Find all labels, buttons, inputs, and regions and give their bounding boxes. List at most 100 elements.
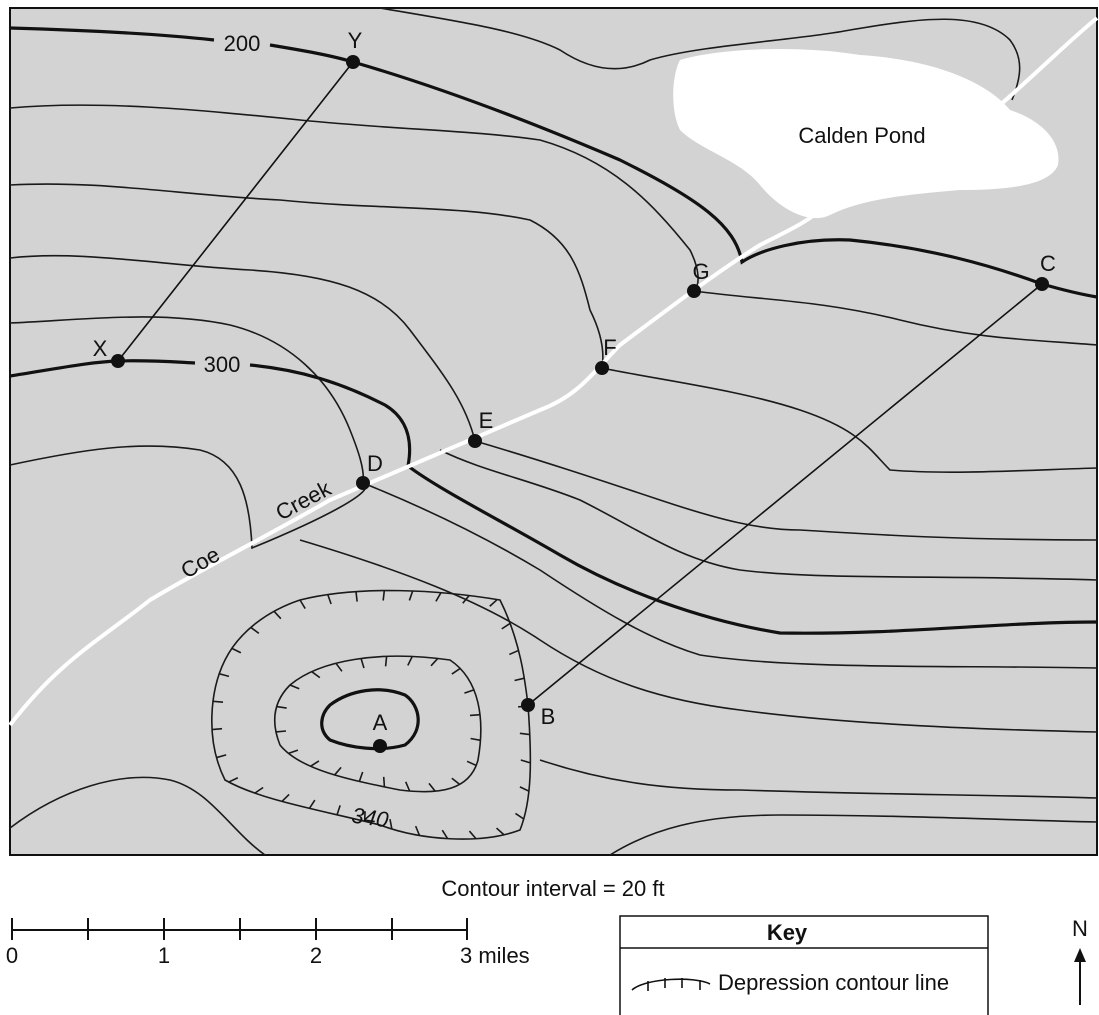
- hachure: [219, 672, 230, 678]
- hachure: [336, 805, 341, 816]
- hachure: [289, 684, 300, 690]
- hachure: [451, 667, 461, 675]
- point-label: B: [541, 704, 556, 729]
- hachure: [469, 713, 481, 717]
- coe-creek: [8, 16, 1099, 727]
- scale-label: 1: [158, 943, 170, 968]
- depression-contour: [211, 589, 532, 840]
- hachure: [212, 700, 224, 703]
- hachure: [281, 793, 290, 802]
- hachure: [327, 594, 332, 605]
- hachure: [501, 622, 511, 630]
- point-label: G: [692, 259, 709, 284]
- hachure: [311, 671, 321, 679]
- point-label: X: [93, 336, 108, 361]
- hachure: [408, 590, 414, 601]
- hachure: [441, 829, 449, 840]
- hachure: [254, 786, 264, 794]
- hachure: [250, 626, 260, 634]
- depression-contours: [211, 589, 532, 840]
- hachure: [435, 592, 442, 602]
- contour: [609, 814, 1098, 856]
- contour: [9, 445, 367, 550]
- point-g: [687, 284, 701, 298]
- hachure: [509, 649, 519, 656]
- point-label: F: [603, 335, 616, 360]
- point-c: [1035, 277, 1049, 291]
- hachure: [466, 760, 477, 767]
- hachure: [451, 777, 461, 785]
- scale-label: 2: [310, 943, 322, 968]
- contour: [601, 367, 1098, 473]
- hachure: [407, 656, 413, 666]
- depression-contour-inner: [320, 688, 420, 751]
- contour: [693, 290, 1098, 346]
- point-label: E: [479, 408, 494, 433]
- point-b: [521, 698, 535, 712]
- calden-pond: [673, 48, 1059, 219]
- contour-200: [9, 26, 1098, 299]
- hachure: [358, 771, 364, 782]
- hachure: [273, 610, 282, 620]
- hachure: [462, 595, 470, 604]
- scale-bar: [11, 918, 468, 940]
- hachure: [514, 677, 525, 682]
- hachure: [363, 811, 366, 822]
- contour: [9, 254, 476, 442]
- contour-label: 200: [224, 31, 261, 56]
- point-d: [356, 476, 370, 490]
- hachure: [404, 781, 411, 792]
- hachure: [430, 657, 439, 667]
- hachure: [299, 599, 306, 609]
- point-label: A: [373, 710, 388, 735]
- key-entry: Depression contour line: [718, 970, 949, 995]
- hachure: [228, 777, 239, 783]
- point-label: C: [1040, 251, 1056, 276]
- key-title: Key: [767, 920, 808, 945]
- contour: [9, 104, 699, 292]
- contour: [474, 440, 1098, 541]
- contour: [539, 759, 1098, 799]
- hachure: [468, 830, 477, 840]
- hachure: [211, 727, 223, 731]
- hachure: [310, 760, 320, 767]
- contour-label: 340: [350, 803, 391, 833]
- hachure: [288, 749, 299, 755]
- hachure: [384, 656, 388, 667]
- point-x: [111, 354, 125, 368]
- hachure: [519, 732, 530, 736]
- hachure: [275, 730, 287, 733]
- contour: [9, 776, 266, 856]
- key-box: [619, 915, 989, 1015]
- profile-line-bc: [527, 283, 1043, 706]
- depression-contour: [274, 655, 482, 793]
- point-a: [373, 739, 387, 753]
- scale-label: 0: [6, 943, 18, 968]
- hachure: [276, 705, 287, 709]
- contour: [299, 539, 1098, 733]
- north-label: N: [1072, 916, 1088, 941]
- point-label: Y: [348, 28, 363, 53]
- hachure: [489, 598, 498, 607]
- contour: [439, 449, 1098, 581]
- hachure: [519, 786, 530, 792]
- profile-line-xy: [117, 61, 354, 362]
- contour: [9, 316, 365, 484]
- pond-label: Calden Pond: [798, 123, 925, 148]
- hachure: [414, 825, 421, 836]
- key-symbol: [631, 978, 711, 991]
- north-arrowhead: [1074, 948, 1086, 962]
- hachure: [520, 759, 531, 764]
- contour: [379, 7, 1021, 101]
- hachure: [515, 812, 525, 820]
- contour-interval: Contour interval = 20 ft: [441, 876, 664, 901]
- point-y: [346, 55, 360, 69]
- contour: [9, 183, 604, 369]
- hachure: [495, 827, 505, 836]
- point-f: [595, 361, 609, 375]
- contour: [362, 482, 1098, 669]
- hachure: [231, 647, 242, 654]
- point-e: [468, 434, 482, 448]
- hachure: [464, 689, 475, 694]
